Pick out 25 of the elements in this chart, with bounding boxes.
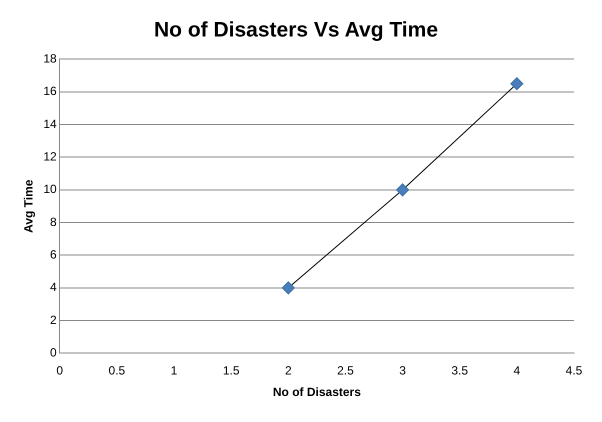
x-tick-label: 3.5 [451, 364, 468, 378]
x-tick-label: 0.5 [108, 364, 126, 378]
x-tick-label: 3 [399, 364, 406, 378]
y-tick-label: 8 [50, 214, 58, 229]
y-tick-label: 4 [50, 280, 58, 294]
x-tick-label: 2 [284, 364, 292, 378]
point [510, 77, 524, 90]
y-tick-label: 10 [43, 182, 58, 196]
y-tick-label: 0 [50, 346, 58, 360]
y-axis-title: Avg Time [22, 179, 36, 233]
y-tick-label: 16 [43, 84, 58, 98]
y-tick-label: 18 [43, 52, 58, 66]
point [282, 281, 295, 294]
x-tick-label: 4 [514, 364, 521, 378]
x-tick-label: 1.5 [222, 364, 240, 378]
x-tick-label: 1 [170, 364, 178, 378]
x-axis-title: No of Disasters [272, 385, 362, 400]
y-tick-label: 14 [43, 116, 58, 131]
point [396, 183, 410, 196]
x-tick-label: 2.5 [337, 364, 354, 378]
y-tick-label: 12 [43, 150, 58, 164]
x-tick-label: 4.5 [566, 364, 583, 378]
y-tick-label: 2 [50, 312, 58, 327]
y-tick-label: 6 [50, 248, 58, 262]
chart-title: No of Disasters Vs Avg Time [154, 18, 438, 42]
